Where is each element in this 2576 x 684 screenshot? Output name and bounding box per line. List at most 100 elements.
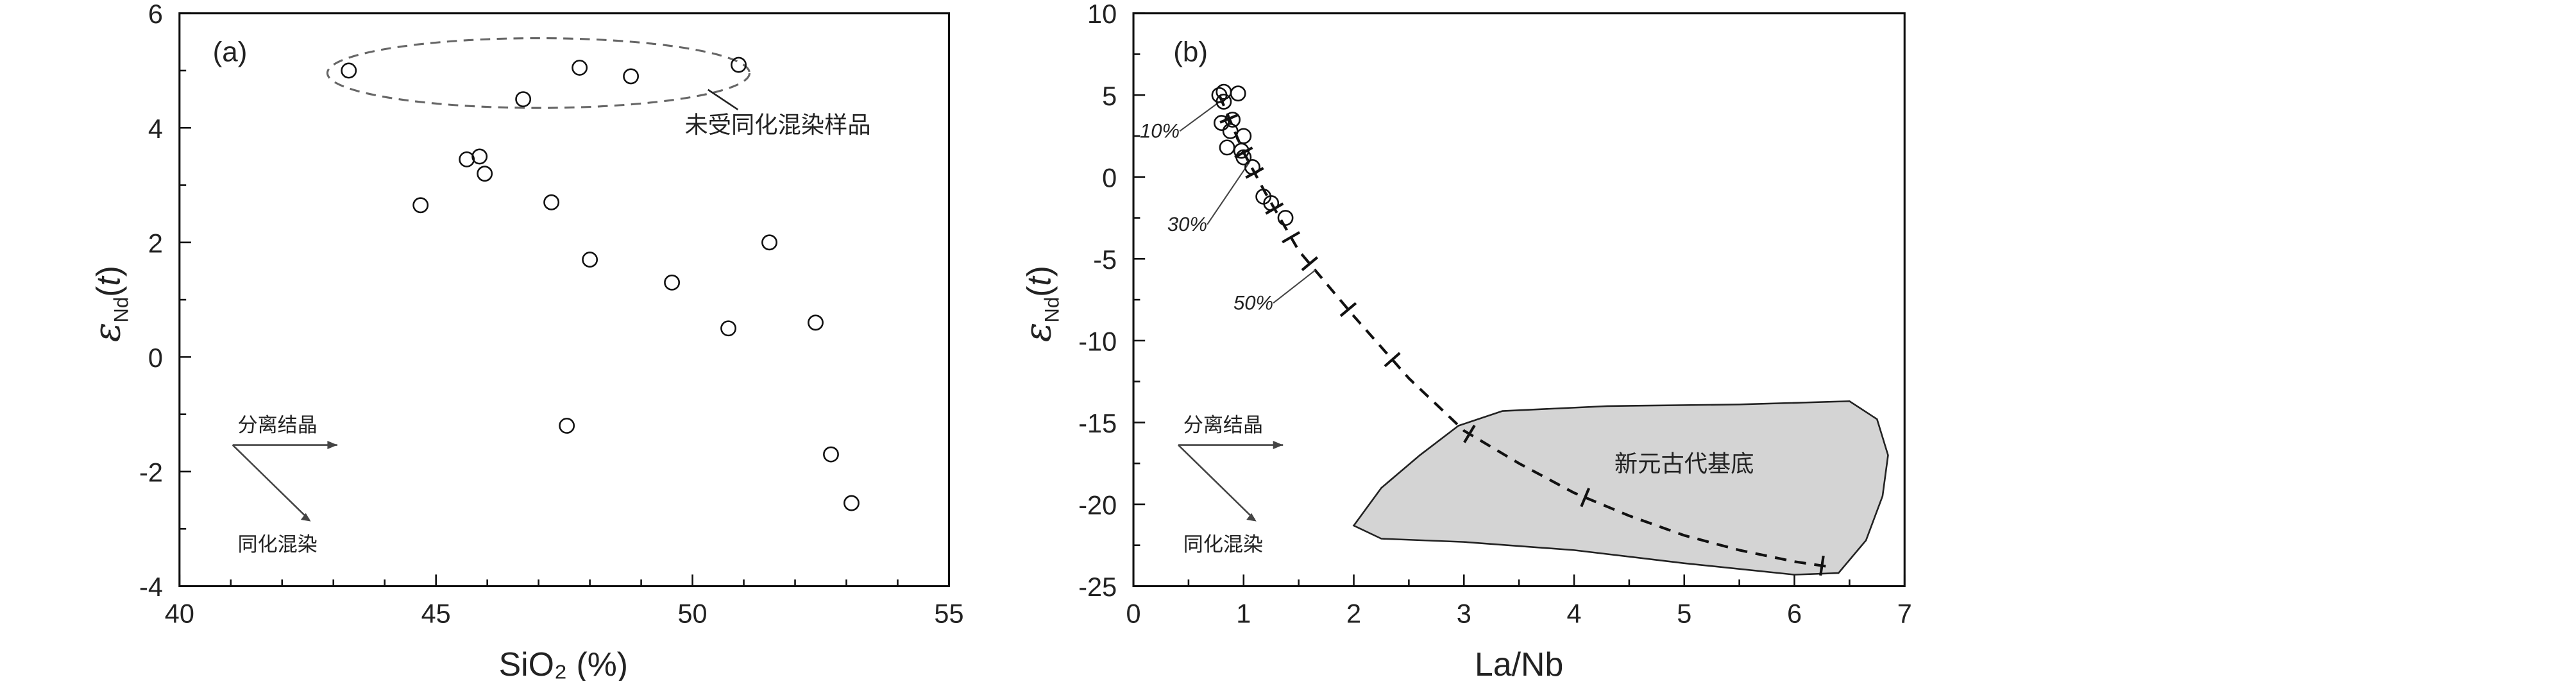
- points-b: [1211, 83, 1294, 226]
- y-tick-label: -2: [139, 457, 163, 487]
- curve-tick: [1384, 352, 1401, 368]
- data-point: [1244, 159, 1260, 175]
- data-point: [1224, 112, 1241, 128]
- arrow-label-ac-a: 同化混染: [238, 533, 318, 556]
- data-point: [1213, 115, 1230, 132]
- mix-percent-leader: [1273, 269, 1316, 304]
- unaltered-samples-ellipse: [326, 37, 751, 109]
- y-axis-title-a-text: εNd(t): [87, 266, 133, 342]
- data-point: [341, 62, 357, 79]
- data-point: [471, 148, 488, 165]
- y-tick-label: 5: [1102, 81, 1117, 111]
- x-tick-label: 7: [1897, 598, 1912, 628]
- y-tick-label: 0: [1102, 162, 1117, 192]
- x-tick-label: 5: [1677, 598, 1691, 628]
- y-tick-label: -10: [1078, 326, 1117, 356]
- mixing-curve: [1218, 94, 1828, 568]
- arrow-ac-a: [232, 444, 310, 520]
- y-axis-title-b: εNd(t): [1017, 266, 1063, 342]
- x-tick-label: 6: [1787, 598, 1802, 628]
- y-tick-label: 2: [148, 228, 163, 258]
- data-point: [477, 166, 493, 182]
- data-point: [572, 60, 588, 76]
- data-point: [843, 495, 860, 511]
- x-tick-label: 50: [678, 598, 708, 628]
- process-arrows-b: 分离结晶 同化混染: [1178, 414, 1284, 556]
- y-tick-label: 10: [1087, 0, 1117, 29]
- arrow-ac-b: [1178, 444, 1256, 520]
- ticks-b: 0 1 2 3 4 5 6 7 -25 -20 -15 -10 -5 0 5 10: [1078, 0, 1912, 628]
- x-tick-label: 55: [934, 598, 963, 628]
- data-point: [761, 234, 777, 251]
- data-point: [412, 197, 429, 214]
- mix-percent-label: 10%: [1140, 120, 1180, 142]
- data-point: [515, 91, 532, 108]
- curve-tick: [1580, 488, 1591, 508]
- mix-percent-leader: [1207, 162, 1250, 225]
- x-tick-label: 2: [1346, 598, 1361, 628]
- data-point: [823, 446, 839, 463]
- x-tick-label: 4: [1566, 598, 1581, 628]
- data-point: [1219, 139, 1235, 156]
- data-point: [1235, 149, 1252, 166]
- ellipse-leader-line: [708, 89, 739, 110]
- y-tick-label: 6: [148, 0, 163, 29]
- y-axis-title-b-text: εNd(t): [1017, 266, 1063, 342]
- mix-percent-leader: [1179, 99, 1223, 132]
- curve-tick: [1301, 256, 1319, 271]
- arrow-label-fc-b: 分离结晶: [1183, 414, 1263, 437]
- data-point: [1263, 195, 1280, 212]
- ellipse-label: 未受同化混染样品: [684, 111, 870, 139]
- x-axis-title-b: La/Nb: [1475, 646, 1563, 681]
- data-point: [1235, 128, 1252, 144]
- y-tick-label: -15: [1078, 408, 1117, 438]
- arrowhead-fc-b: [1273, 441, 1284, 450]
- neoproterozoic-basement-field: [1352, 400, 1889, 576]
- arrowhead-ac-b: [1246, 513, 1257, 522]
- ticks-a: 40 45 50 55 -4 -2 0 2 4 6: [139, 0, 963, 628]
- arrow-label-fc-a: 分离结晶: [238, 414, 318, 437]
- arrowhead-fc-a: [327, 441, 337, 450]
- curve-tick: [1819, 555, 1825, 576]
- data-point: [623, 68, 640, 85]
- data-point: [720, 320, 736, 337]
- x-tick-label: 1: [1236, 598, 1251, 628]
- curve-tick: [1339, 302, 1357, 317]
- mixing-curve-ticks: [1219, 113, 1825, 576]
- y-tick-label: -20: [1078, 490, 1117, 520]
- curve-tick: [1219, 113, 1239, 124]
- x-tick-label: 45: [421, 598, 451, 628]
- x-tick-label: 40: [165, 598, 194, 628]
- x-tick-label: 3: [1457, 598, 1471, 628]
- arrowhead-ac-a: [300, 513, 311, 522]
- process-arrows-a: 分离结晶 同化混染: [232, 414, 337, 556]
- data-point: [459, 151, 475, 167]
- x-axis-title-a: SiO₂ (%): [499, 646, 628, 681]
- y-axis-title-a: εNd(t): [87, 266, 133, 342]
- data-point: [582, 252, 598, 268]
- curve-tick: [1245, 167, 1264, 179]
- data-point: [543, 194, 560, 210]
- data-point: [1216, 94, 1232, 110]
- data-point: [664, 274, 681, 291]
- mix-percent-label: 50%: [1233, 292, 1273, 314]
- x-tick-label: 0: [1126, 598, 1141, 628]
- curve-tick: [1463, 424, 1476, 443]
- data-point: [559, 418, 575, 434]
- y-tick-label: -5: [1093, 244, 1117, 275]
- curve-tick: [1282, 231, 1301, 244]
- data-point: [808, 314, 824, 331]
- basement-field-label: 新元古代基底: [1614, 450, 1754, 477]
- mix-percent-label: 30%: [1167, 213, 1207, 235]
- arrow-label-ac-b: 同化混染: [1183, 533, 1263, 556]
- mixing-percent-labels: 10% 30% 50%: [1140, 99, 1316, 314]
- data-point: [1230, 85, 1246, 102]
- curve-tick: [1234, 146, 1253, 158]
- panel-b: (b) 0 1 2 3 4 5 6 7 -25 -20 -15 -10 -5 0 5 10 新元古代基底 10…: [1017, 0, 1912, 683]
- plot-frame-a: [178, 12, 950, 588]
- panel-label-b: (b): [1173, 37, 1208, 68]
- y-tick-label: 4: [148, 114, 163, 144]
